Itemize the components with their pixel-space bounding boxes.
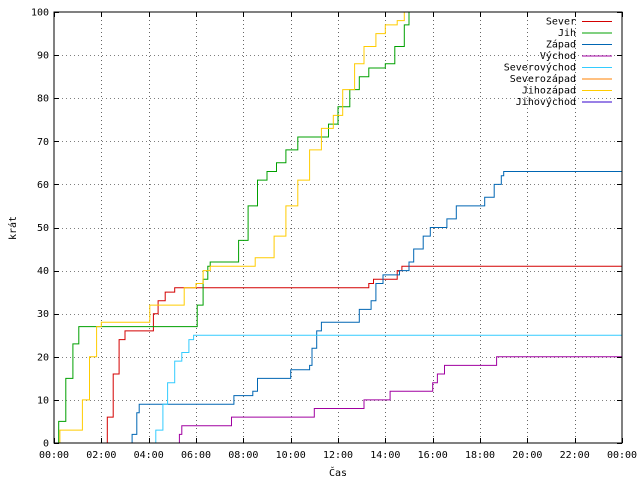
legend-label-jihozapad: Jihozápad: [522, 85, 576, 97]
y-tick-label: 40: [37, 266, 49, 277]
x-tick-label: 10:00: [276, 450, 306, 461]
y-tick-label: 70: [37, 137, 49, 148]
legend-label-vychod: Východ: [540, 50, 576, 62]
x-tick-label: 14:00: [370, 450, 400, 461]
y-tick-label: 30: [37, 309, 49, 320]
x-tick-label: 12:00: [323, 450, 353, 461]
legend: SeverJihZápadVýchodSeverovýchodSeverozáp…: [504, 17, 612, 108]
series-line-jihozapad: [56, 12, 405, 444]
legend-label-zapad: Západ: [546, 39, 576, 51]
legend-label-severovychod: Severovýchod: [504, 62, 576, 74]
legend-label-jihovychod: Jihovýchod: [516, 96, 576, 108]
x-tick-label: 00:00: [607, 450, 637, 461]
y-tick-label: 100: [31, 8, 49, 19]
legend-label-jih: Jih: [558, 28, 576, 39]
legend-label-sever: Sever: [546, 17, 576, 28]
y-tick-label: 90: [37, 51, 49, 62]
x-tick-label: 00:00: [39, 450, 69, 461]
legend-label-severozapad: Severozápad: [510, 73, 576, 85]
series-line-vychod: [177, 356, 622, 444]
series-line-severovychod: [151, 334, 622, 444]
x-tick-label: 20:00: [512, 450, 542, 461]
grid-layer: [54, 12, 622, 443]
y-tick-label: 20: [37, 352, 49, 363]
x-tick-label: 22:00: [560, 450, 590, 461]
series-line-sever: [103, 265, 622, 444]
x-tick-label: 18:00: [465, 450, 495, 461]
y-tick-label: 10: [37, 395, 49, 406]
tick-layer: 00:00 02:00 04:00 06:00 08:00 10:00 12:00 14:00…: [31, 8, 637, 462]
x-tick-label: 16:00: [418, 450, 448, 461]
x-tick-label: 06:00: [181, 450, 211, 461]
x-axis-label: Čas: [329, 466, 347, 479]
y-tick-label: 80: [37, 94, 49, 105]
series-line-jih: [54, 12, 410, 444]
series-layer: [54, 12, 622, 444]
y-axis-label: krát: [7, 216, 19, 240]
x-tick-label: 02:00: [86, 450, 116, 461]
x-tick-label: 08:00: [228, 450, 258, 461]
x-tick-label: 04:00: [134, 450, 164, 461]
y-tick-label: 60: [37, 180, 49, 191]
series-line-zapad: [129, 171, 622, 444]
y-tick-label: 0: [43, 439, 49, 450]
y-tick-label: 50: [37, 223, 49, 234]
